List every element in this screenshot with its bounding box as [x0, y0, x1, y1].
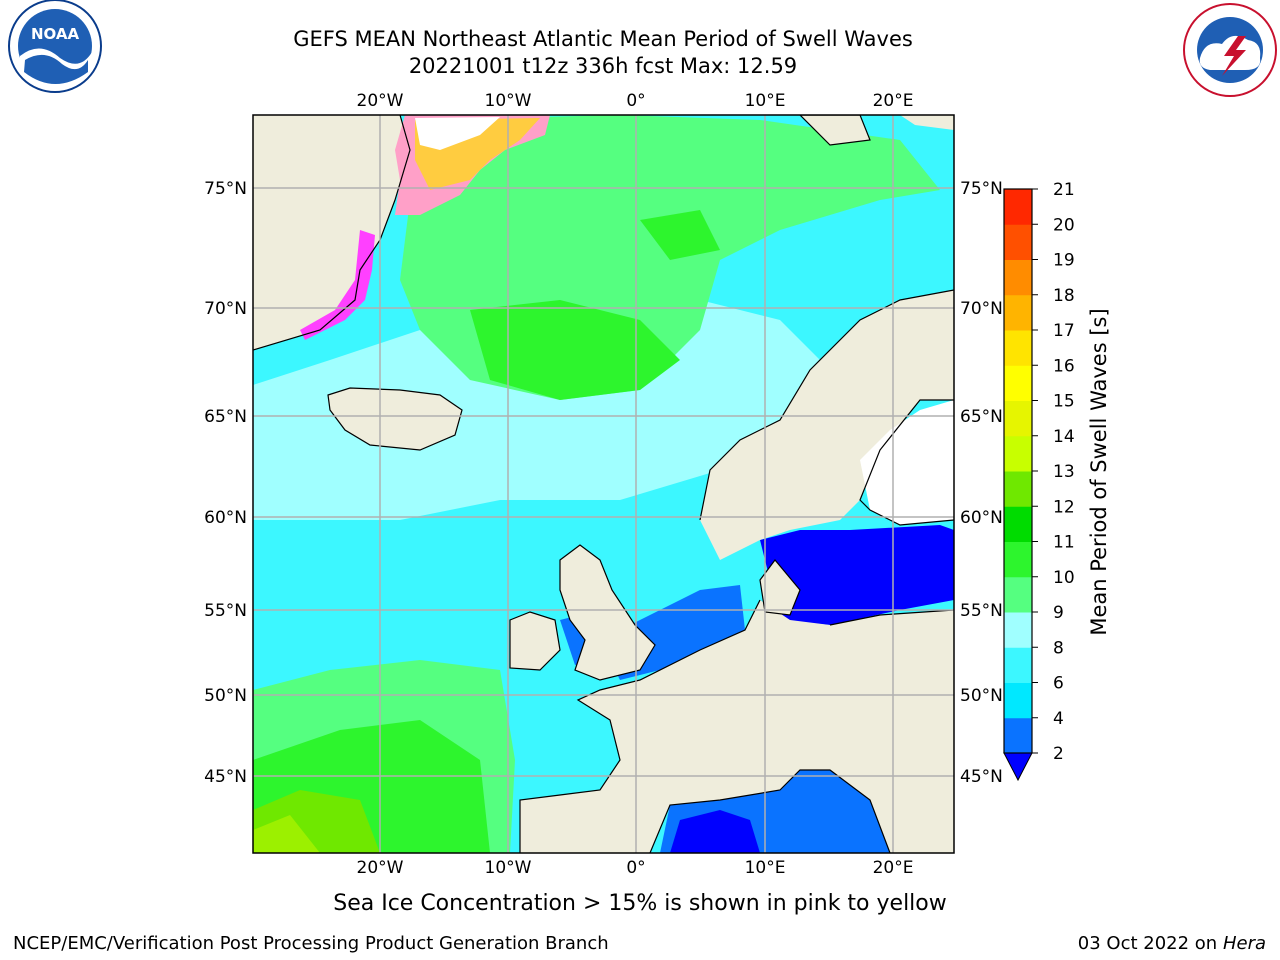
- colorbar-tick-label: 19: [1053, 251, 1075, 271]
- period-8-9-zone: [253, 300, 820, 520]
- credit-line: NCEP/EMC/Verification Post Processing Pr…: [13, 933, 609, 954]
- lon-label-top: 0°: [626, 91, 645, 111]
- franz-josef-land: [900, 115, 954, 130]
- lat-label-right: 60°N: [960, 508, 1003, 528]
- colorbar-cell: [1004, 647, 1032, 683]
- colorbar-cell: [1004, 682, 1032, 719]
- colorbar-cell: [1004, 189, 1032, 225]
- lon-label-top: 10°W: [485, 91, 532, 111]
- map-frame: [252, 114, 955, 854]
- lat-label-left: 65°N: [204, 407, 247, 427]
- colorbar-cell: [1004, 400, 1032, 437]
- ireland-land: [510, 612, 560, 670]
- lat-label-left: 45°N: [204, 767, 247, 787]
- sea-ice-east-greenland: [300, 230, 375, 340]
- colorbar-tick-label: 12: [1053, 497, 1075, 517]
- lon-label-top: 20°W: [357, 91, 404, 111]
- chart-title: GEFS MEAN Northeast Atlantic Mean Period…: [293, 27, 913, 51]
- colorbar-tick-label: 21: [1053, 180, 1075, 200]
- colorbar-tick-label: 9: [1053, 603, 1064, 623]
- colorbar-underflow-triangle: [1003, 752, 1033, 782]
- lon-label-top: 20°E: [873, 91, 914, 111]
- lon-label-bottom: 20°E: [873, 858, 914, 878]
- colorbar-cell: [1004, 365, 1032, 401]
- lat-label-right: 50°N: [960, 686, 1003, 706]
- colorbar-tick-label: 15: [1053, 392, 1075, 412]
- colorbar-cell: [1004, 576, 1032, 613]
- lat-label-left: 55°N: [204, 601, 247, 621]
- continental-europe-land: [520, 600, 954, 853]
- colorbar: 2 4 6 8 9 10 11 12 13 14 15 16 17 18 19 20 21 Mean Perio…: [1003, 180, 1111, 782]
- lat-label-left: 50°N: [204, 686, 247, 706]
- colorbar-cell: [1004, 506, 1032, 542]
- colorbar-tick-label: 6: [1053, 674, 1064, 694]
- gulf-of-bothnia-ice: [860, 400, 954, 525]
- colorbar-tick-label: 10: [1053, 568, 1075, 588]
- lat-label-right: 75°N: [960, 179, 1003, 199]
- colorbar-cell: [1004, 224, 1032, 260]
- colorbar-cells: [1004, 189, 1032, 754]
- noaa-logo-text: NOAA: [31, 25, 80, 43]
- date-text: 03 Oct 2022 on: [1077, 933, 1218, 954]
- sea-ice-core: [415, 117, 500, 150]
- lat-label-right: 70°N: [960, 299, 1003, 319]
- lat-label-right: 55°N: [960, 601, 1003, 621]
- colorbar-cell: [1004, 294, 1032, 331]
- colorbar-tick-label: 4: [1053, 709, 1064, 729]
- colorbar-tick-label: 18: [1053, 286, 1075, 306]
- map-area: [253, 115, 954, 853]
- nws-logo: [1183, 3, 1277, 97]
- chart-subtitle: 20221001 t12z 336h fcst Max: 12.59: [408, 54, 798, 78]
- period-10-11-zone: [470, 300, 680, 400]
- greenland-land: [253, 115, 410, 350]
- colorbar-cell: [1004, 259, 1032, 296]
- period-12-13-zone-south: [253, 815, 320, 853]
- colorbar-tick-label: 20: [1053, 215, 1075, 235]
- colorbar-cell: [1004, 717, 1032, 754]
- lon-label-bottom: 10°E: [745, 858, 786, 878]
- svalbard-land: [800, 115, 870, 145]
- lon-label-bottom: 0°: [626, 858, 645, 878]
- lon-label-top: 10°E: [745, 91, 786, 111]
- lon-label-bottom: 10°W: [485, 858, 532, 878]
- colorbar-tick-label: 17: [1053, 321, 1075, 341]
- colorbar-tick-label: 11: [1053, 533, 1075, 553]
- colorbar-cell: [1004, 612, 1032, 648]
- baltic-sea-water: [760, 525, 954, 625]
- ligurian-sea-water: [670, 810, 760, 853]
- lat-label-left: 75°N: [204, 179, 247, 199]
- lat-label-right: 45°N: [960, 767, 1003, 787]
- colorbar-cell: [1004, 435, 1032, 472]
- graticule: [253, 115, 954, 853]
- colorbar-cell: [1004, 330, 1032, 366]
- colorbar-tick-label: 13: [1053, 462, 1075, 482]
- lat-label-left: 70°N: [204, 299, 247, 319]
- lon-label-bottom: 20°W: [357, 858, 404, 878]
- colorbar-tick-label: 2: [1053, 744, 1064, 764]
- lat-label-right: 65°N: [960, 407, 1003, 427]
- colorbar-ticks: 2 4 6 8 9 10 11 12 13 14 15 16 17 18 19 20 21: [1032, 180, 1075, 764]
- noaa-logo: NOAA: [8, 0, 102, 93]
- sea-ice-note: Sea Ice Concentration > 15% is shown in …: [333, 891, 947, 916]
- date-stamp: 03 Oct 2022 on Hera: [1078, 933, 1266, 954]
- coastlines: [253, 115, 954, 853]
- colorbar-label: Mean Period of Swell Waves [s]: [1087, 308, 1111, 635]
- denmark-land: [760, 560, 800, 615]
- scandinavia-land: [700, 290, 954, 560]
- colorbar-tick-label: 8: [1053, 638, 1064, 658]
- period-10-11-zone-north: [640, 210, 720, 260]
- colorbar-tick-label: 14: [1053, 427, 1075, 447]
- machine-name: Hera: [1222, 933, 1266, 954]
- colorbar-tick-label: 16: [1053, 356, 1075, 376]
- lat-label-left: 60°N: [204, 508, 247, 528]
- colorbar-cell: [1004, 471, 1032, 507]
- iceland-land: [328, 388, 462, 450]
- colorbar-cell: [1004, 541, 1032, 578]
- great-britain-land: [560, 545, 655, 680]
